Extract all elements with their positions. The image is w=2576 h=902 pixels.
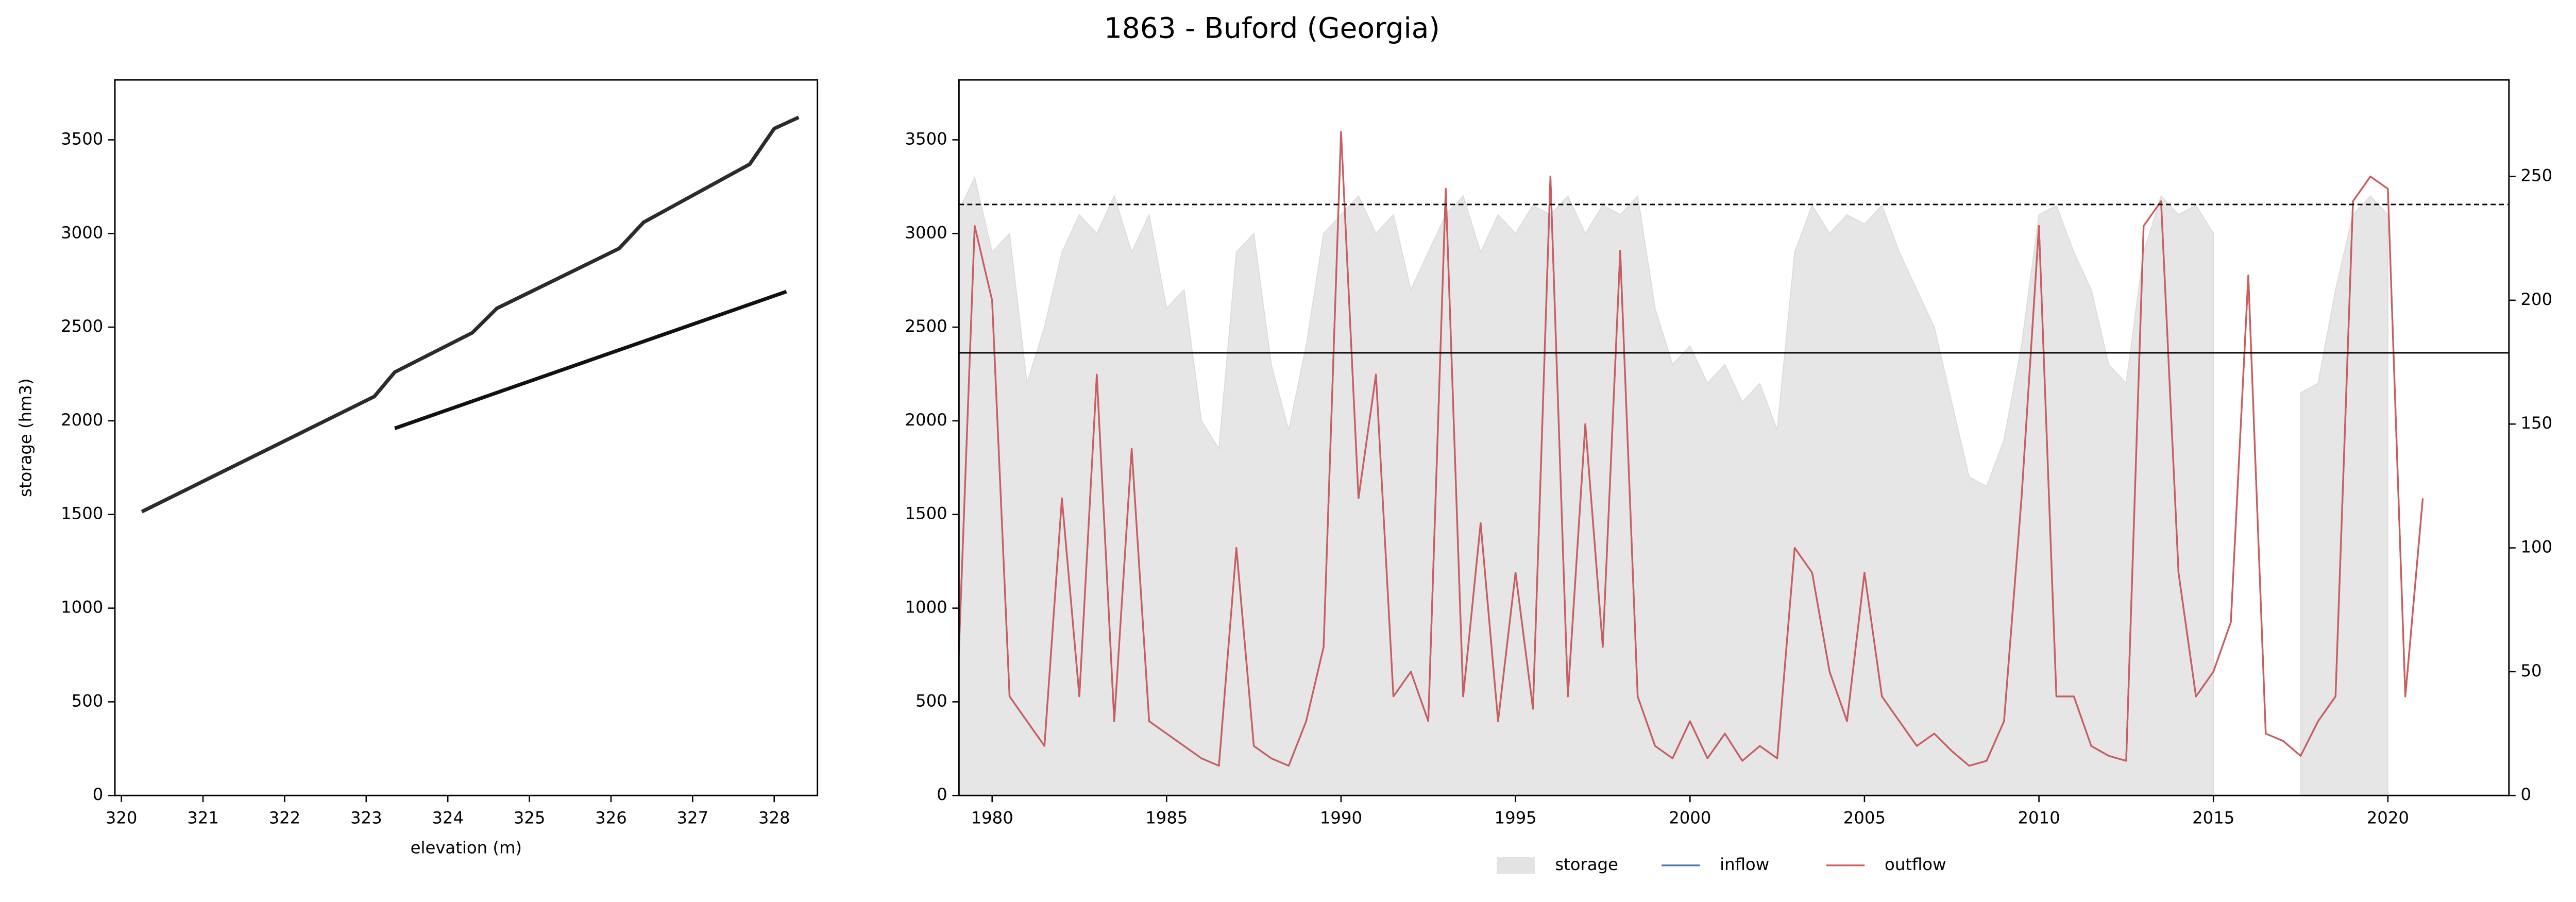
data-line <box>394 290 787 430</box>
x-tick-label: 324 <box>432 808 464 827</box>
x-tick-label: 2020 <box>2367 808 2409 827</box>
x-tick-label: 2005 <box>1843 808 1886 827</box>
x-tick-label: 323 <box>350 808 382 827</box>
x-tick-label: 328 <box>758 808 790 827</box>
y2-axis-label: flow (m3/s) <box>2575 391 2576 485</box>
y-tick-label: 3500 <box>905 129 947 148</box>
x-tick-label: 2010 <box>2018 808 2060 827</box>
y-tick-label: 0 <box>93 785 104 804</box>
y-tick-label: 2500 <box>61 316 103 336</box>
y2-tick-label: 50 <box>2520 661 2541 680</box>
axes-frame <box>958 79 2510 796</box>
data-line <box>959 131 2424 767</box>
y-tick-label: 500 <box>916 691 947 710</box>
x-tick-label: 1990 <box>1320 808 1362 827</box>
y2-tick-label: 100 <box>2520 537 2552 557</box>
x-tick-label: 325 <box>514 808 546 827</box>
x-axis-label: elevation (m) <box>411 838 522 858</box>
y-tick-label: 3000 <box>61 223 103 242</box>
x-tick-label: 322 <box>269 808 301 827</box>
data-line <box>141 115 800 514</box>
y-axis-label: storage (hm3) <box>16 378 36 497</box>
y2-tick-label: 0 <box>2520 785 2531 804</box>
y2-tick-label: 250 <box>2520 166 2552 185</box>
figure-title: 1863 - Buford (Georgia) <box>1104 11 1440 44</box>
y-tick-label: 2500 <box>905 316 947 336</box>
legend-label: outflow <box>1885 855 1946 874</box>
y-tick-label: 1500 <box>905 504 947 523</box>
x-tick-label: 1980 <box>971 808 1013 827</box>
x-tick-label: 327 <box>677 808 709 827</box>
legend-label: storage <box>1555 855 1618 874</box>
axes-frame <box>114 79 819 796</box>
x-tick-label: 326 <box>595 808 627 827</box>
y-tick-label: 500 <box>72 691 104 710</box>
y-tick-label: 2000 <box>61 410 103 430</box>
x-tick-label: 320 <box>106 808 138 827</box>
x-tick-label: 1995 <box>1495 808 1537 827</box>
y2-tick-label: 200 <box>2520 290 2552 309</box>
x-tick-label: 1985 <box>1145 808 1188 827</box>
legend-swatch <box>1497 857 1535 874</box>
y-tick-label: 2000 <box>905 410 947 430</box>
legend-label: inflow <box>1720 855 1769 874</box>
y2-tick-label: 150 <box>2520 413 2552 433</box>
y-tick-label: 0 <box>937 785 947 804</box>
y-tick-label: 3000 <box>905 223 947 242</box>
y-tick-label: 3500 <box>61 129 103 148</box>
y-tick-label: 1000 <box>905 598 947 617</box>
y-tick-label: 1500 <box>61 504 103 523</box>
x-tick-label: 321 <box>187 808 219 827</box>
x-tick-label: 2000 <box>1669 808 1711 827</box>
y-tick-label: 1000 <box>61 598 103 617</box>
x-tick-label: 2015 <box>2192 808 2234 827</box>
